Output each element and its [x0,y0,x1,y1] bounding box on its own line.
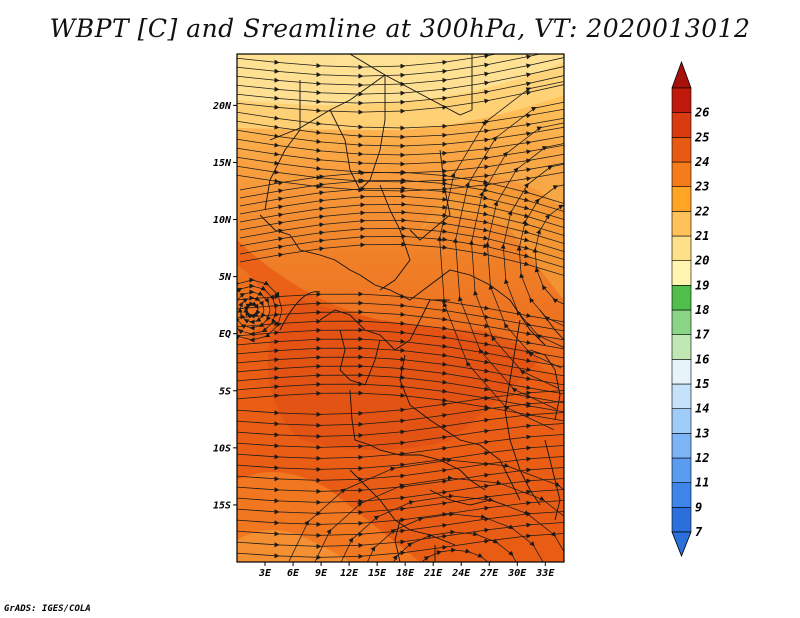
colorbar-swatch [671,457,692,483]
lon-tick-label: 33E [535,568,555,579]
lon-tick-label: 24E [451,568,471,579]
lon-tick-label: 3E [258,568,272,579]
colorbar-swatch [671,87,692,113]
colorbar-swatch [671,137,692,163]
colorbar-label: 22 [694,204,709,218]
lat-tick-label: 10S [213,443,231,454]
grads-credit: GrADS: IGES/COLA [4,604,91,614]
colorbar-swatch [671,285,692,311]
lon-tick-label: 12E [340,568,359,579]
longitude-axis: 3E 6E 9E 12E 15E 18E 21E 24E 27E 30E 33E [258,562,555,579]
lon-tick-label: 30E [507,568,527,579]
streamline [288,457,564,562]
colorbar-lower-tip [671,531,692,558]
colorbar-upper-tip [671,60,692,89]
colorbar-label: 11 [695,476,709,490]
colorbar-label: 20 [694,254,709,268]
colorbar-label: 16 [695,352,709,366]
colorbar-label: 9 [695,500,702,514]
colorbar-swatch [671,235,692,261]
colorbar-swatch [671,211,692,237]
streamlines [237,54,564,562]
colorbar-swatch [671,309,692,335]
colorbar: 7 9 11 12 13 14 15 16 17 18 19 20 21 22 23 24 25 26 [671,60,710,558]
lat-tick-label: 15S [213,500,231,511]
colorbar-label: 7 [695,525,703,539]
colorbar-label: 14 [695,402,709,416]
lon-tick-label: 9E [315,568,328,579]
colorbar-swatch [671,112,692,138]
colorbar-label: 24 [694,155,709,169]
lat-tick-label: EQ [219,329,231,340]
colorbar-label: 25 [694,130,709,144]
lon-tick-label: 6E [287,568,300,579]
lat-tick-label: 20N [212,101,232,112]
lon-tick-label: 15E [368,568,387,579]
colorbar-swatch [671,334,692,360]
lon-tick-label: 18E [396,568,415,579]
colorbar-swatch [671,482,692,508]
colorbar-label: 13 [695,426,709,440]
colorbar-label: 12 [695,451,709,465]
colorbar-swatch [671,383,692,409]
lat-tick-label: 15N [213,158,232,169]
colorbar-label: 21 [694,229,709,243]
lat-tick-label: 5S [219,386,231,397]
colorbar-label: 19 [695,278,709,292]
lat-tick-label: 5N [219,272,232,283]
colorbar-swatch [671,359,692,385]
latitude-axis: 20N 15N 10N 5N EQ 5S 10S 15S [212,101,237,511]
colorbar-swatch [671,260,692,286]
map-frame [236,53,565,563]
colorbar-swatch [671,433,692,459]
lon-tick-label: 21E [423,568,443,579]
colorbar-label: 17 [695,328,710,342]
colorbar-swatch [671,507,692,533]
streamline [237,277,283,343]
lon-tick-label: 27E [479,568,499,579]
lat-tick-label: 10N [213,215,232,226]
colorbar-swatch [671,186,692,212]
colorbar-swatch [671,408,692,434]
colorbar-label: 23 [694,180,709,194]
colorbar-label: 26 [694,106,709,120]
colorbar-label: 15 [695,377,709,391]
map-title: WBPT [C] and Sreamline at 300hPa, VT: 20… [49,14,751,43]
colorbar-label: 18 [695,303,709,317]
colorbar-swatch [671,161,692,187]
